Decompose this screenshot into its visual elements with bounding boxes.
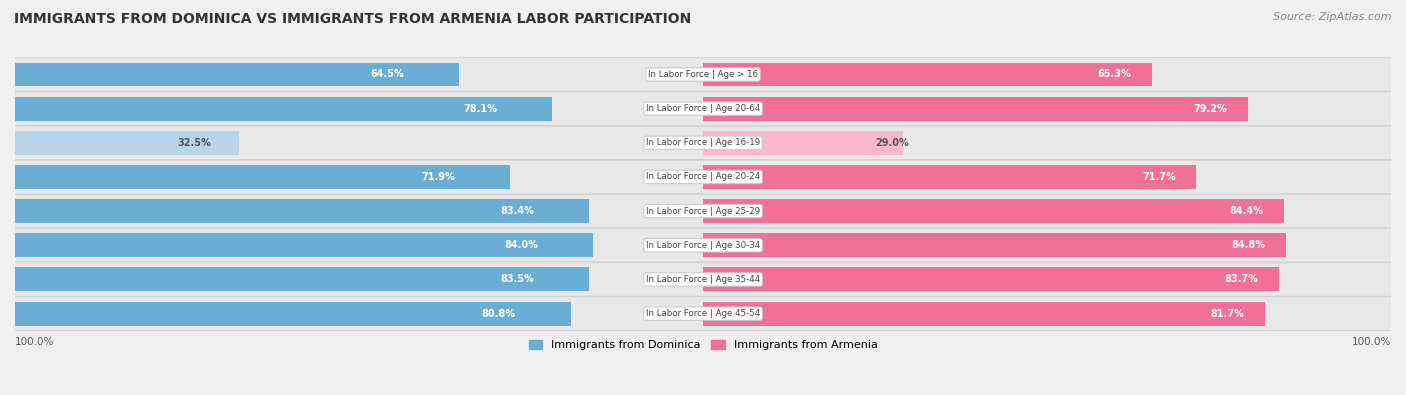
- Text: 71.9%: 71.9%: [420, 172, 454, 182]
- FancyBboxPatch shape: [4, 160, 1402, 194]
- Text: In Labor Force | Age > 16: In Labor Force | Age > 16: [648, 70, 758, 79]
- Text: 84.0%: 84.0%: [503, 240, 538, 250]
- Text: 29.0%: 29.0%: [876, 138, 910, 148]
- Bar: [15, 199, 589, 223]
- Bar: [15, 165, 509, 189]
- FancyBboxPatch shape: [4, 92, 1402, 125]
- Text: In Labor Force | Age 45-54: In Labor Force | Age 45-54: [645, 309, 761, 318]
- Text: 100.0%: 100.0%: [15, 337, 55, 347]
- Text: 81.7%: 81.7%: [1211, 308, 1244, 319]
- Text: 100.0%: 100.0%: [1351, 337, 1391, 347]
- Bar: [15, 131, 239, 155]
- Text: 83.5%: 83.5%: [501, 275, 534, 284]
- Text: In Labor Force | Age 30-34: In Labor Force | Age 30-34: [645, 241, 761, 250]
- FancyBboxPatch shape: [4, 194, 1402, 228]
- Text: In Labor Force | Age 35-44: In Labor Force | Age 35-44: [645, 275, 761, 284]
- Bar: [703, 62, 1153, 87]
- FancyBboxPatch shape: [4, 263, 1402, 296]
- Bar: [15, 302, 571, 325]
- Text: Source: ZipAtlas.com: Source: ZipAtlas.com: [1274, 12, 1392, 22]
- Text: 65.3%: 65.3%: [1098, 70, 1132, 79]
- Legend: Immigrants from Dominica, Immigrants from Armenia: Immigrants from Dominica, Immigrants fro…: [524, 336, 882, 355]
- Bar: [15, 62, 458, 87]
- Bar: [703, 97, 1249, 120]
- FancyBboxPatch shape: [4, 126, 1402, 160]
- Bar: [703, 165, 1197, 189]
- Text: 84.8%: 84.8%: [1232, 240, 1265, 250]
- Bar: [15, 267, 589, 292]
- Text: 64.5%: 64.5%: [370, 70, 404, 79]
- Text: In Labor Force | Age 25-29: In Labor Force | Age 25-29: [645, 207, 761, 216]
- Text: 78.1%: 78.1%: [464, 103, 498, 114]
- Text: In Labor Force | Age 20-64: In Labor Force | Age 20-64: [645, 104, 761, 113]
- Bar: [703, 233, 1286, 257]
- FancyBboxPatch shape: [4, 229, 1402, 262]
- Text: 71.7%: 71.7%: [1142, 172, 1175, 182]
- Text: 84.4%: 84.4%: [1229, 206, 1263, 216]
- Text: IMMIGRANTS FROM DOMINICA VS IMMIGRANTS FROM ARMENIA LABOR PARTICIPATION: IMMIGRANTS FROM DOMINICA VS IMMIGRANTS F…: [14, 12, 692, 26]
- FancyBboxPatch shape: [4, 297, 1402, 330]
- Text: 83.7%: 83.7%: [1225, 275, 1258, 284]
- Bar: [703, 199, 1284, 223]
- Text: 80.8%: 80.8%: [482, 308, 516, 319]
- Text: In Labor Force | Age 16-19: In Labor Force | Age 16-19: [645, 138, 761, 147]
- FancyBboxPatch shape: [4, 58, 1402, 91]
- Text: 32.5%: 32.5%: [177, 138, 211, 148]
- Text: 79.2%: 79.2%: [1194, 103, 1227, 114]
- Text: In Labor Force | Age 20-24: In Labor Force | Age 20-24: [645, 173, 761, 181]
- Bar: [15, 233, 593, 257]
- Bar: [703, 302, 1265, 325]
- Bar: [15, 97, 553, 120]
- Bar: [703, 267, 1279, 292]
- Bar: [703, 131, 903, 155]
- Text: 83.4%: 83.4%: [501, 206, 534, 216]
